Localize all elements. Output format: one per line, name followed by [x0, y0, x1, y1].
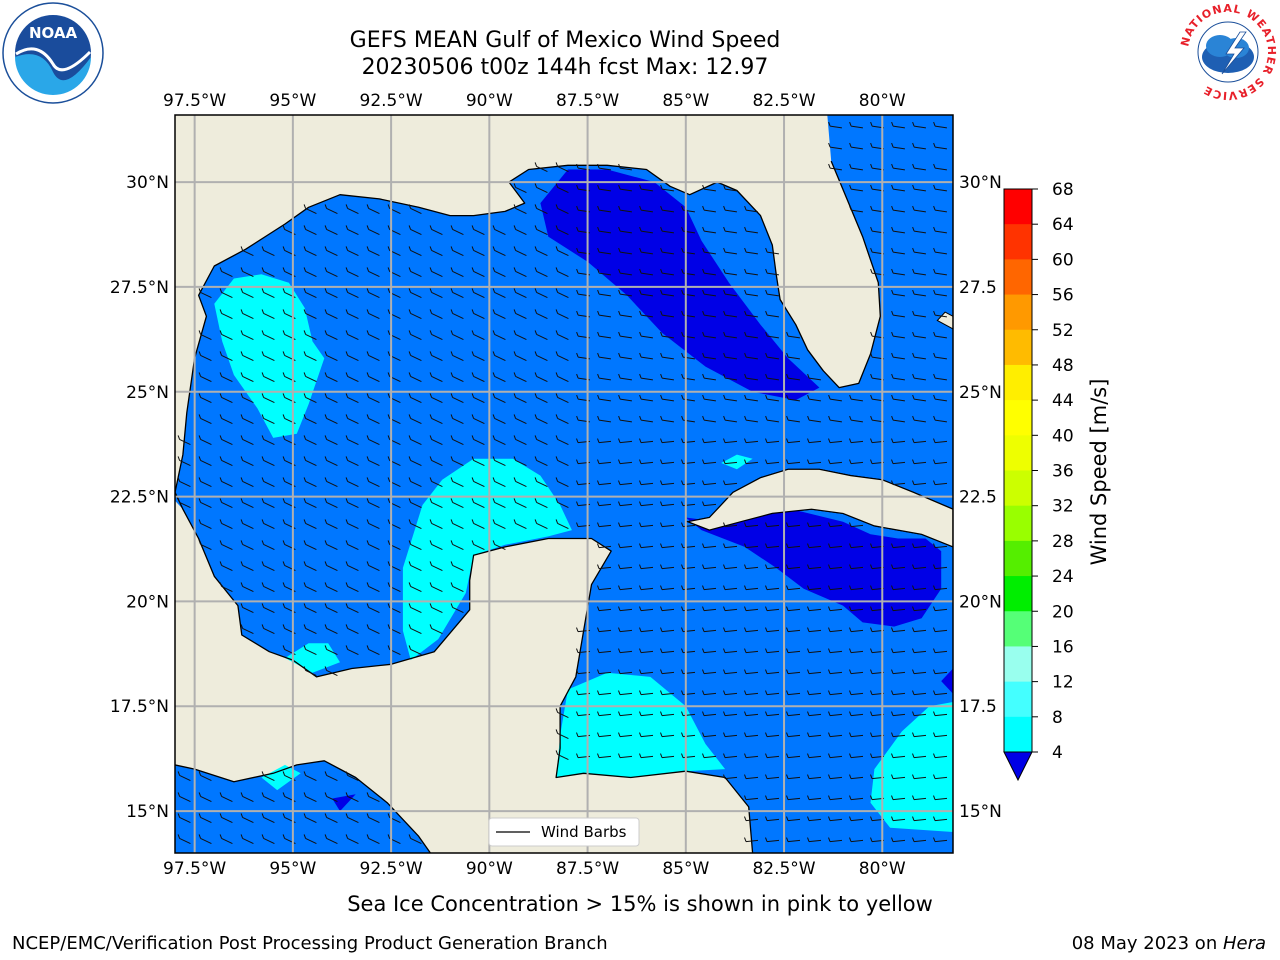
- lon-tick-bottom-5: 85°W: [662, 859, 709, 879]
- colorbar-segment-15: [1004, 716, 1032, 753]
- colorbar-tick-5: 48: [1052, 356, 1074, 376]
- colorbar-tick-15: 8: [1052, 708, 1063, 728]
- lat-tick-right-5: 17.5: [959, 697, 997, 717]
- colorbar-segment-13: [1004, 646, 1032, 683]
- colorbar-tick-8: 36: [1052, 462, 1074, 482]
- coastline-us: [175, 160, 881, 493]
- lon-tick-bottom-3: 90°W: [466, 859, 513, 879]
- colorbar-tick-12: 20: [1052, 602, 1074, 622]
- lat-tick-right-6: 15°N: [959, 802, 1002, 822]
- machine-name: Hera: [1222, 933, 1266, 954]
- colorbar-tick-7: 40: [1052, 426, 1074, 446]
- colorbar-segment-8: [1004, 470, 1032, 507]
- lon-tick-bottom-4: 87.5°W: [556, 859, 619, 879]
- colorbar-tick-1: 64: [1052, 215, 1074, 235]
- graticule: [175, 115, 953, 853]
- noaa-logo-text: NOAA: [29, 24, 78, 42]
- lon-tick-top-0: 97.5°W: [163, 91, 226, 111]
- date-text: 08 May 2023 on Hera: [1072, 933, 1266, 954]
- lon-tick-bottom-1: 95°W: [269, 859, 316, 879]
- colorbar-segment-4: [1004, 329, 1032, 366]
- cyan-region-campeche: [285, 643, 340, 673]
- colorbar-tick-9: 32: [1052, 497, 1074, 517]
- wind-barb-legend: [488, 817, 640, 847]
- lat-tick-right-3: 22.5: [959, 488, 997, 508]
- colorbar-tick-4: 52: [1052, 321, 1074, 341]
- coastline-pacific: [175, 760, 431, 853]
- lon-tick-top-2: 92.5°W: [360, 91, 423, 111]
- lat-tick-left-1: 27.5°N: [110, 278, 169, 298]
- lon-tick-bottom-0: 97.5°W: [163, 859, 226, 879]
- lat-tick-right-2: 25°N: [959, 383, 1002, 403]
- lat-tick-left-6: 15°N: [126, 802, 169, 822]
- colorbar-extend-icon: [1003, 751, 1033, 782]
- cyan-region-yucatan: [402, 458, 572, 661]
- lon-tick-bottom-6: 82.5°W: [752, 859, 815, 879]
- lon-tick-top-6: 82.5°W: [752, 91, 815, 111]
- chart-title: GEFS MEAN Gulf of Mexico Wind Speed: [349, 28, 781, 53]
- credit-text: NCEP/EMC/Verification Post Processing Pr…: [12, 933, 608, 954]
- colorbar-segment-11: [1004, 576, 1032, 612]
- lon-tick-top-5: 85°W: [662, 91, 709, 111]
- colorbar-segment-14: [1004, 681, 1032, 718]
- map-frame: [174, 114, 954, 854]
- lat-tick-right-1: 27.5: [959, 278, 997, 298]
- calm-region-jamaica: [941, 668, 953, 694]
- colorbar-segment-1: [1004, 224, 1032, 260]
- colorbar-segment-2: [1004, 259, 1032, 296]
- cyan-region-pacific: [261, 764, 301, 791]
- lon-tick-top-4: 87.5°W: [556, 91, 619, 111]
- colorbar-segment-7: [1004, 435, 1032, 471]
- lon-tick-bottom-2: 92.5°W: [360, 859, 423, 879]
- date-value: 08 May 2023 on: [1071, 933, 1223, 954]
- lon-tick-bottom-7: 80°W: [859, 859, 906, 879]
- cyan-region-honduras: [556, 672, 726, 778]
- lat-tick-left-0: 30°N: [126, 173, 169, 193]
- wind-barb-strokes: [177, 121, 948, 845]
- lon-tick-top-7: 80°W: [859, 91, 906, 111]
- colorbar-tick-6: 44: [1052, 391, 1074, 411]
- colorbar-segment-12: [1004, 611, 1032, 647]
- cyan-region-west: [214, 274, 325, 438]
- colorbar-segment-10: [1004, 540, 1032, 577]
- colorbar-tick-3: 56: [1052, 286, 1074, 306]
- lat-tick-right-4: 20°N: [959, 592, 1002, 612]
- colorbar-segment-6: [1004, 400, 1032, 436]
- colorbar-segment-5: [1004, 364, 1032, 401]
- colorbar-segment-3: [1004, 294, 1032, 331]
- sea-ice-note: Sea Ice Concentration > 15% is shown in …: [347, 892, 933, 916]
- colorbar-tick-0: 68: [1052, 180, 1074, 200]
- lat-tick-left-5: 17.5°N: [110, 697, 169, 717]
- pacific-speed-4-8: [175, 760, 431, 853]
- colorbar-segment-9: [1004, 505, 1032, 542]
- colorbar-tick-16: 4: [1052, 743, 1063, 763]
- lat-tick-left-4: 20°N: [126, 592, 169, 612]
- colorbar-tick-13: 16: [1052, 637, 1074, 657]
- colorbar-label: Wind Speed [m/s]: [1087, 379, 1111, 566]
- lat-tick-left-2: 25°N: [126, 383, 169, 403]
- coastline-mexico: [175, 492, 754, 853]
- calm-region-north: [540, 169, 820, 401]
- legend-box: [488, 817, 640, 847]
- lon-tick-top-3: 90°W: [466, 91, 513, 111]
- noaa-logo-icon: NOAA: [2, 2, 104, 104]
- legend-label: Wind Barbs: [541, 823, 627, 841]
- map-layers: [175, 115, 953, 853]
- lat-tick-left-3: 22.5°N: [110, 488, 169, 508]
- cyan-region-east: [870, 702, 953, 832]
- nws-logo-icon: NATIONAL WEATHER SERVICE: [1178, 2, 1278, 102]
- colorbar: [1003, 188, 1038, 782]
- lat-tick-right-0: 30°N: [959, 173, 1002, 193]
- colorbar-segment-0: [1004, 189, 1032, 225]
- colorbar-tick-11: 24: [1052, 567, 1074, 587]
- colorbar-tick-14: 12: [1052, 673, 1074, 693]
- cuba-land-top: [685, 468, 953, 548]
- colorbar-tick-2: 60: [1052, 250, 1074, 270]
- wind-barbs: [177, 121, 948, 845]
- lon-tick-top-1: 95°W: [269, 91, 316, 111]
- colorbar-tick-10: 28: [1052, 532, 1074, 552]
- calm-region-pacific: [332, 794, 356, 812]
- chart-subtitle: 20230506 t00z 144h fcst Max: 12.97: [361, 55, 769, 80]
